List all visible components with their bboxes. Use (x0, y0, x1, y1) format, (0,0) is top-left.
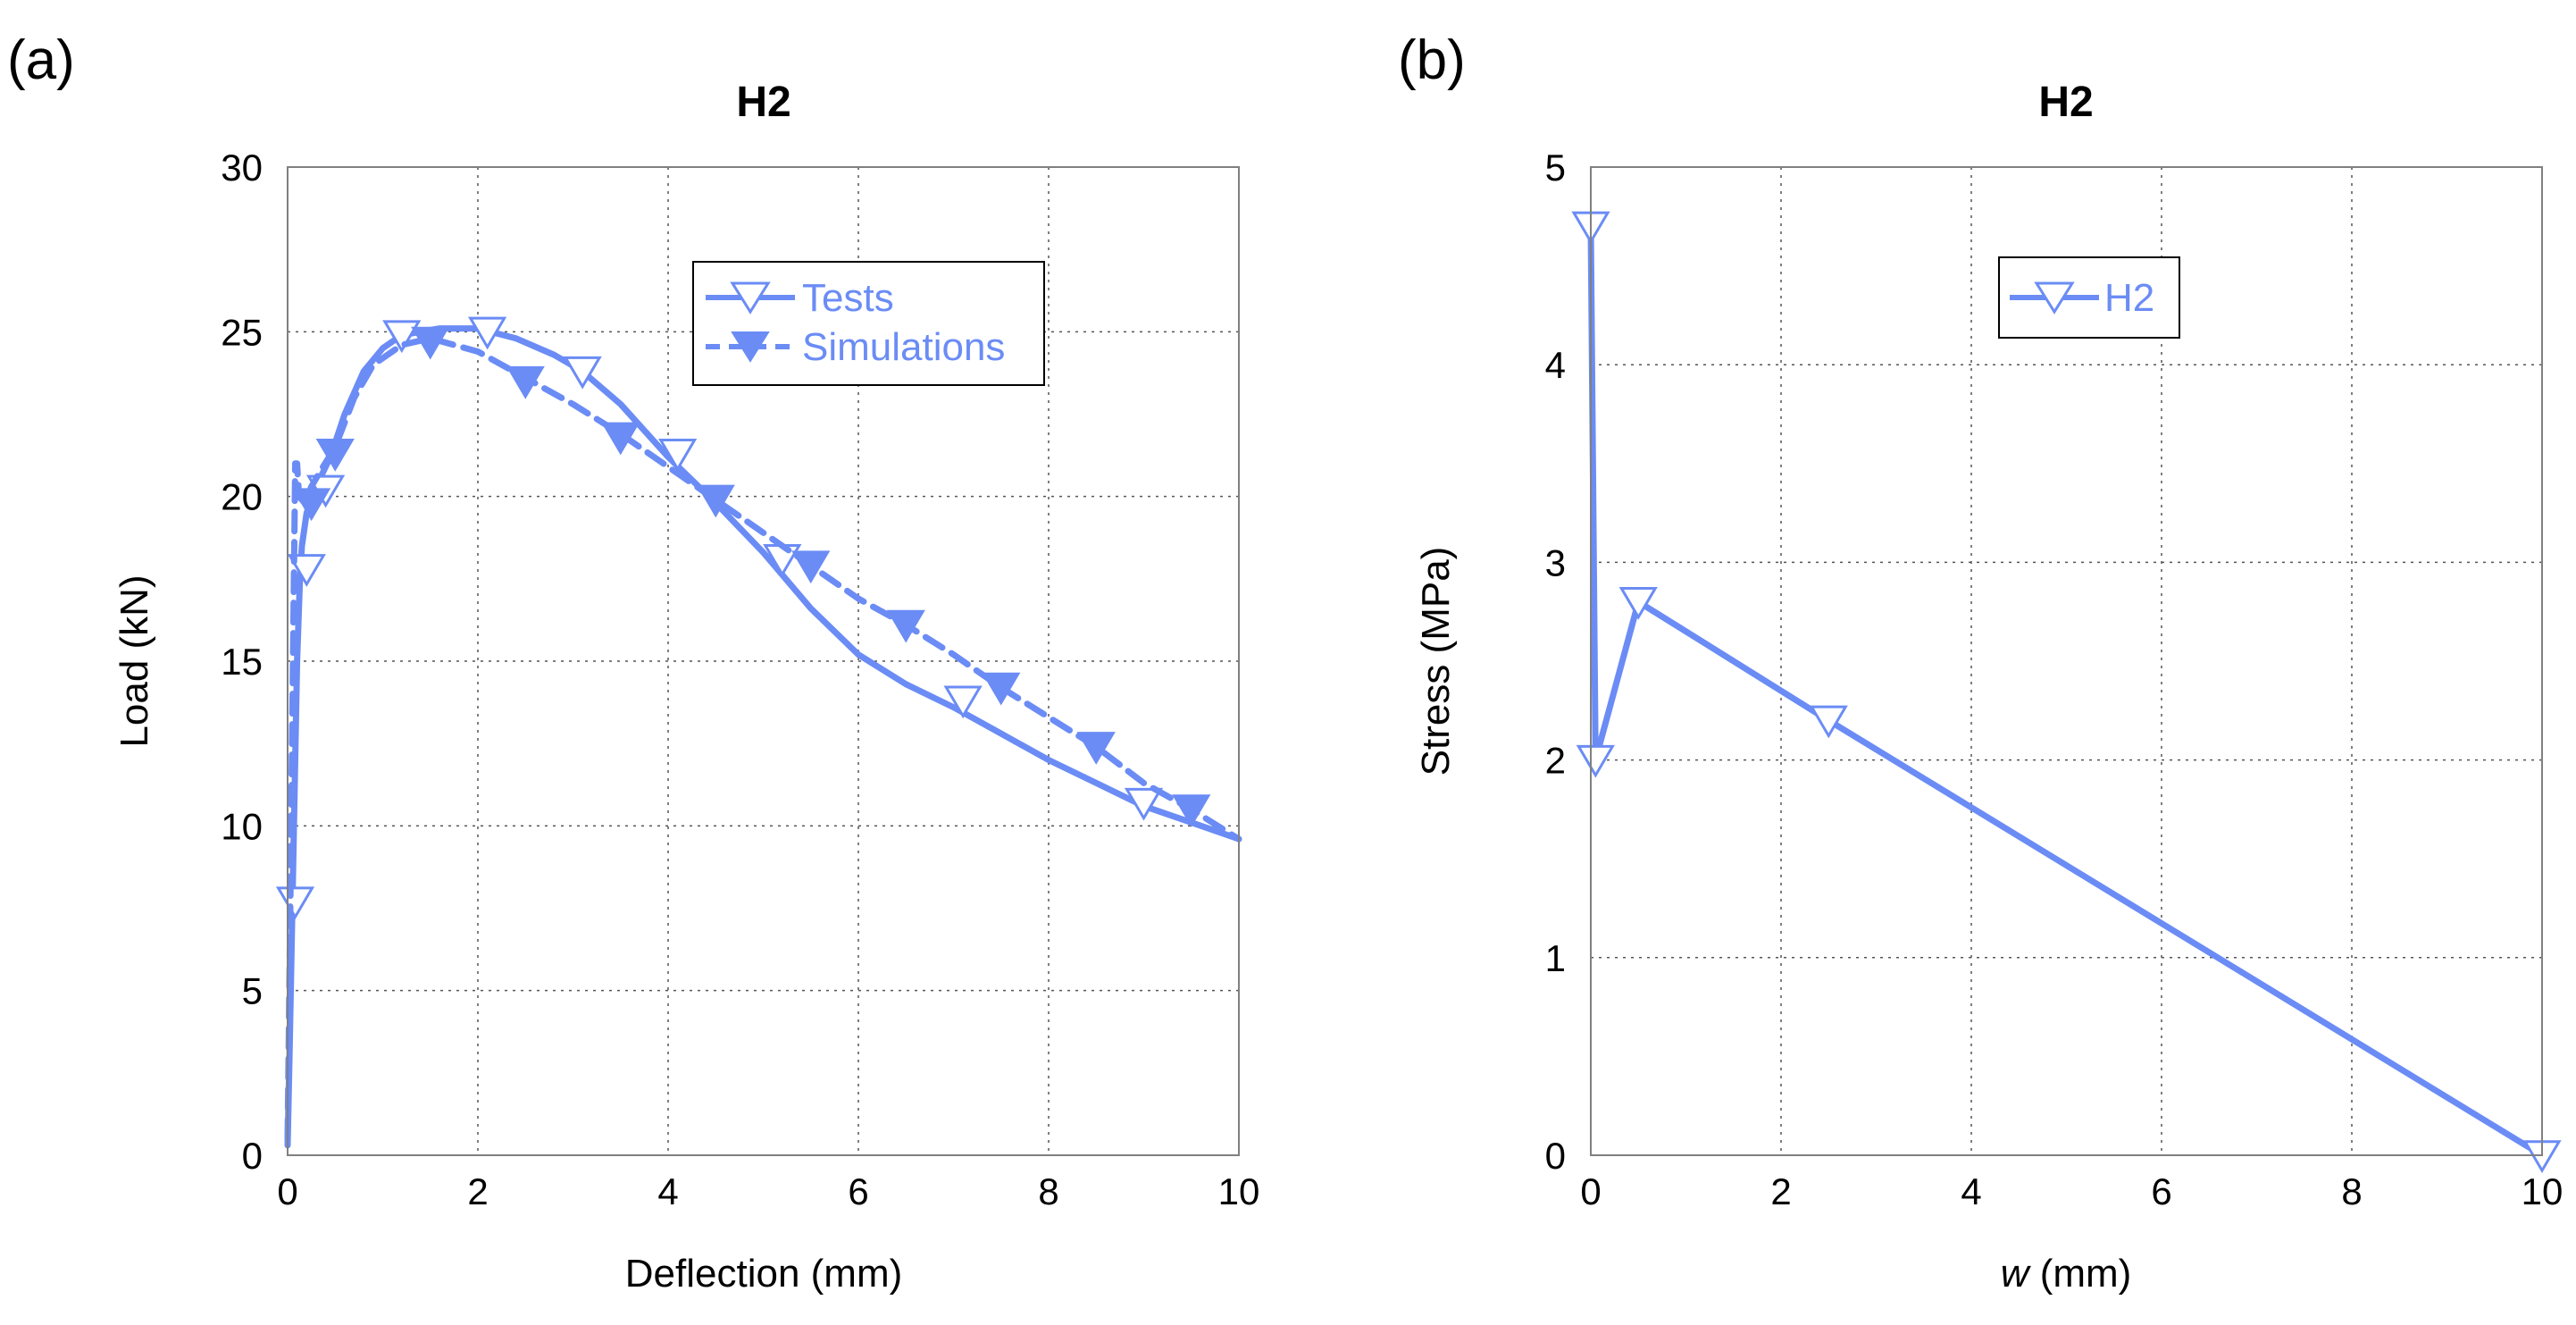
y-tick-label: 15 (221, 641, 263, 683)
x-tick-label: 4 (1961, 1170, 1981, 1212)
legend-label-h2: H2 (2104, 276, 2154, 320)
marker-h2 (1809, 705, 1848, 739)
y-tick-label: 0 (1545, 1135, 1566, 1177)
series-line-h2 (1587, 222, 2546, 1159)
marker-simulations (886, 609, 925, 643)
legend-marker-tests (730, 281, 771, 314)
x-axis-title-b-rest: (mm) (2028, 1252, 2131, 1296)
marker-simulations (506, 365, 545, 399)
panel-label-a: (a) (7, 29, 75, 91)
marker-simulations (411, 326, 450, 360)
marker-tests (468, 316, 507, 350)
y-tick-label: 0 (242, 1135, 263, 1177)
chart-panel-a: (a) H2 0 2 4 6 8 10 0 5 10 15 20 25 30 Deflection (m… (7, 29, 1259, 1296)
panel-label-b: (b) (1398, 29, 1466, 91)
marker-tests (563, 356, 602, 390)
x-tick-label: 10 (1218, 1170, 1260, 1212)
series-group-b (1571, 211, 2562, 1174)
marker-tests (287, 554, 326, 587)
series-group-a (275, 316, 1242, 1149)
marker-tests (275, 886, 315, 920)
marker-tests (943, 685, 983, 719)
x-tick-label: 10 (2522, 1170, 2563, 1212)
x-axis-title-b-italic: w (2001, 1252, 2032, 1296)
plot-frame-a (287, 166, 1240, 1156)
y-tick-label: 25 (221, 311, 263, 353)
y-tick-label: 1 (1545, 937, 1566, 979)
legend-b: H2 (1998, 256, 2180, 339)
x-tick-label: 4 (657, 1170, 678, 1212)
x-tick-label: 0 (277, 1170, 297, 1212)
legend-marker-h2 (2034, 281, 2075, 314)
legend-a: Tests Simulations (692, 261, 1045, 386)
marker-simulations (315, 439, 355, 472)
x-tick-label: 8 (1038, 1170, 1058, 1212)
x-axis-title-b: w (mm) (2001, 1252, 2132, 1296)
grid-b (1591, 167, 2542, 1155)
marker-simulations (1172, 794, 1211, 827)
y-tick-label: 30 (221, 147, 263, 189)
marker-h2 (1618, 586, 1658, 620)
legend-label-tests: Tests (802, 276, 894, 320)
marker-h2 (1576, 744, 1615, 778)
marker-simulations (292, 488, 331, 522)
y-tick-label: 5 (242, 970, 263, 1012)
legend-marker-simulations (731, 331, 770, 363)
y-axis-title-a: Load (kN) (113, 574, 156, 747)
x-axis-title-a: Deflection (mm) (625, 1252, 903, 1296)
x-tick-label: 0 (1580, 1170, 1601, 1212)
marker-tests (658, 439, 698, 472)
y-tick-label: 4 (1545, 344, 1566, 386)
chart-title-b: H2 (2038, 79, 2093, 126)
x-tick-label: 2 (467, 1170, 488, 1212)
marker-simulations (791, 550, 831, 584)
x-tick-label: 2 (1770, 1170, 1791, 1212)
y-tick-label: 20 (221, 476, 263, 518)
marker-simulations (982, 672, 1021, 706)
y-tick-label: 10 (221, 805, 263, 847)
plot-frame-b (1590, 166, 2543, 1156)
marker-simulations (1076, 732, 1116, 765)
chart-title-a: H2 (736, 79, 790, 126)
legend-label-simulations: Simulations (802, 325, 1005, 369)
marker-simulations (601, 422, 640, 456)
x-tick-label: 6 (848, 1170, 868, 1212)
marker-tests (382, 320, 422, 354)
y-tick-label: 2 (1545, 740, 1566, 782)
x-tick-label: 8 (2341, 1170, 2362, 1212)
y-axis-title-b: Stress (MPa) (1414, 547, 1458, 776)
tick-labels-a: 0 2 4 6 8 10 0 5 10 15 20 25 30 (221, 147, 1259, 1212)
y-tick-label: 5 (1545, 147, 1566, 189)
chart-panel-b: (b) H2 0 2 4 6 8 10 0 1 2 3 4 5 w (mm) Stress (MPa)… (1398, 29, 2563, 1296)
y-tick-label: 3 (1545, 541, 1566, 583)
x-tick-label: 6 (2151, 1170, 2171, 1212)
tick-labels-b: 0 2 4 6 8 10 0 1 2 3 4 5 (1545, 147, 2563, 1212)
marker-tests (1124, 787, 1164, 821)
marker-simulations (696, 484, 735, 518)
